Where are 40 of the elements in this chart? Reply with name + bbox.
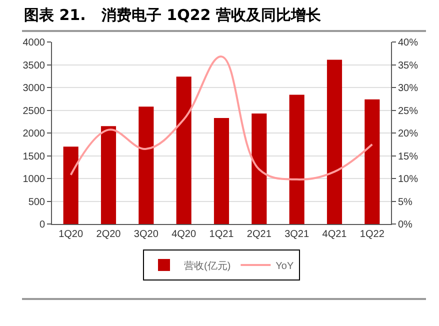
y2-tick-label: 5% — [398, 196, 413, 208]
y-tick-label: 500 — [28, 196, 46, 208]
bar — [214, 118, 230, 224]
x-tick-label: 2Q20 — [96, 229, 122, 240]
x-tick-label: 1Q20 — [58, 229, 84, 240]
y2-tick-label: 40% — [398, 38, 418, 48]
chart-title: 图表 21. 消费电子 1Q22 营收及同比增长 — [24, 6, 321, 25]
y-tick-label: 1000 — [22, 174, 46, 185]
bar — [252, 113, 267, 224]
x-tick-label: 3Q20 — [134, 229, 159, 240]
y2-tick-label: 10% — [398, 174, 418, 185]
legend-label: 营收(亿元) — [184, 260, 231, 272]
bar — [100, 126, 116, 224]
bar — [138, 106, 154, 224]
y-tick-label: 1500 — [22, 151, 46, 162]
x-tick-label: 2Q21 — [246, 229, 272, 240]
y2-tick-label: 25% — [398, 106, 418, 117]
y2-tick-label: 30% — [398, 83, 418, 94]
y-tick-label: 3000 — [22, 83, 46, 94]
x-tick-label: 1Q22 — [360, 229, 385, 240]
x-tick-label: 4Q21 — [322, 229, 348, 240]
y-tick-label: 4000 — [22, 38, 46, 48]
x-tick-label: 4Q20 — [172, 229, 196, 240]
x-tick-label: 3Q21 — [284, 229, 310, 240]
y-tick-label: 3500 — [22, 60, 46, 72]
bar — [289, 94, 304, 224]
y2-tick-label: 15% — [398, 151, 418, 162]
x-tick-label: 1Q21 — [209, 229, 234, 240]
y-tick-label: 2500 — [22, 106, 46, 117]
y-tick-label: 2000 — [22, 128, 46, 140]
legend-label: YoY — [276, 260, 294, 272]
y2-tick-label: 35% — [398, 60, 418, 72]
y2-tick-label: 0% — [398, 220, 413, 230]
y2-tick-label: 20% — [398, 128, 418, 140]
line-series — [70, 56, 374, 180]
bar — [326, 60, 342, 224]
bar — [176, 76, 192, 224]
bar — [63, 146, 78, 224]
y-tick-label: 0 — [39, 220, 46, 230]
bar — [364, 99, 380, 224]
